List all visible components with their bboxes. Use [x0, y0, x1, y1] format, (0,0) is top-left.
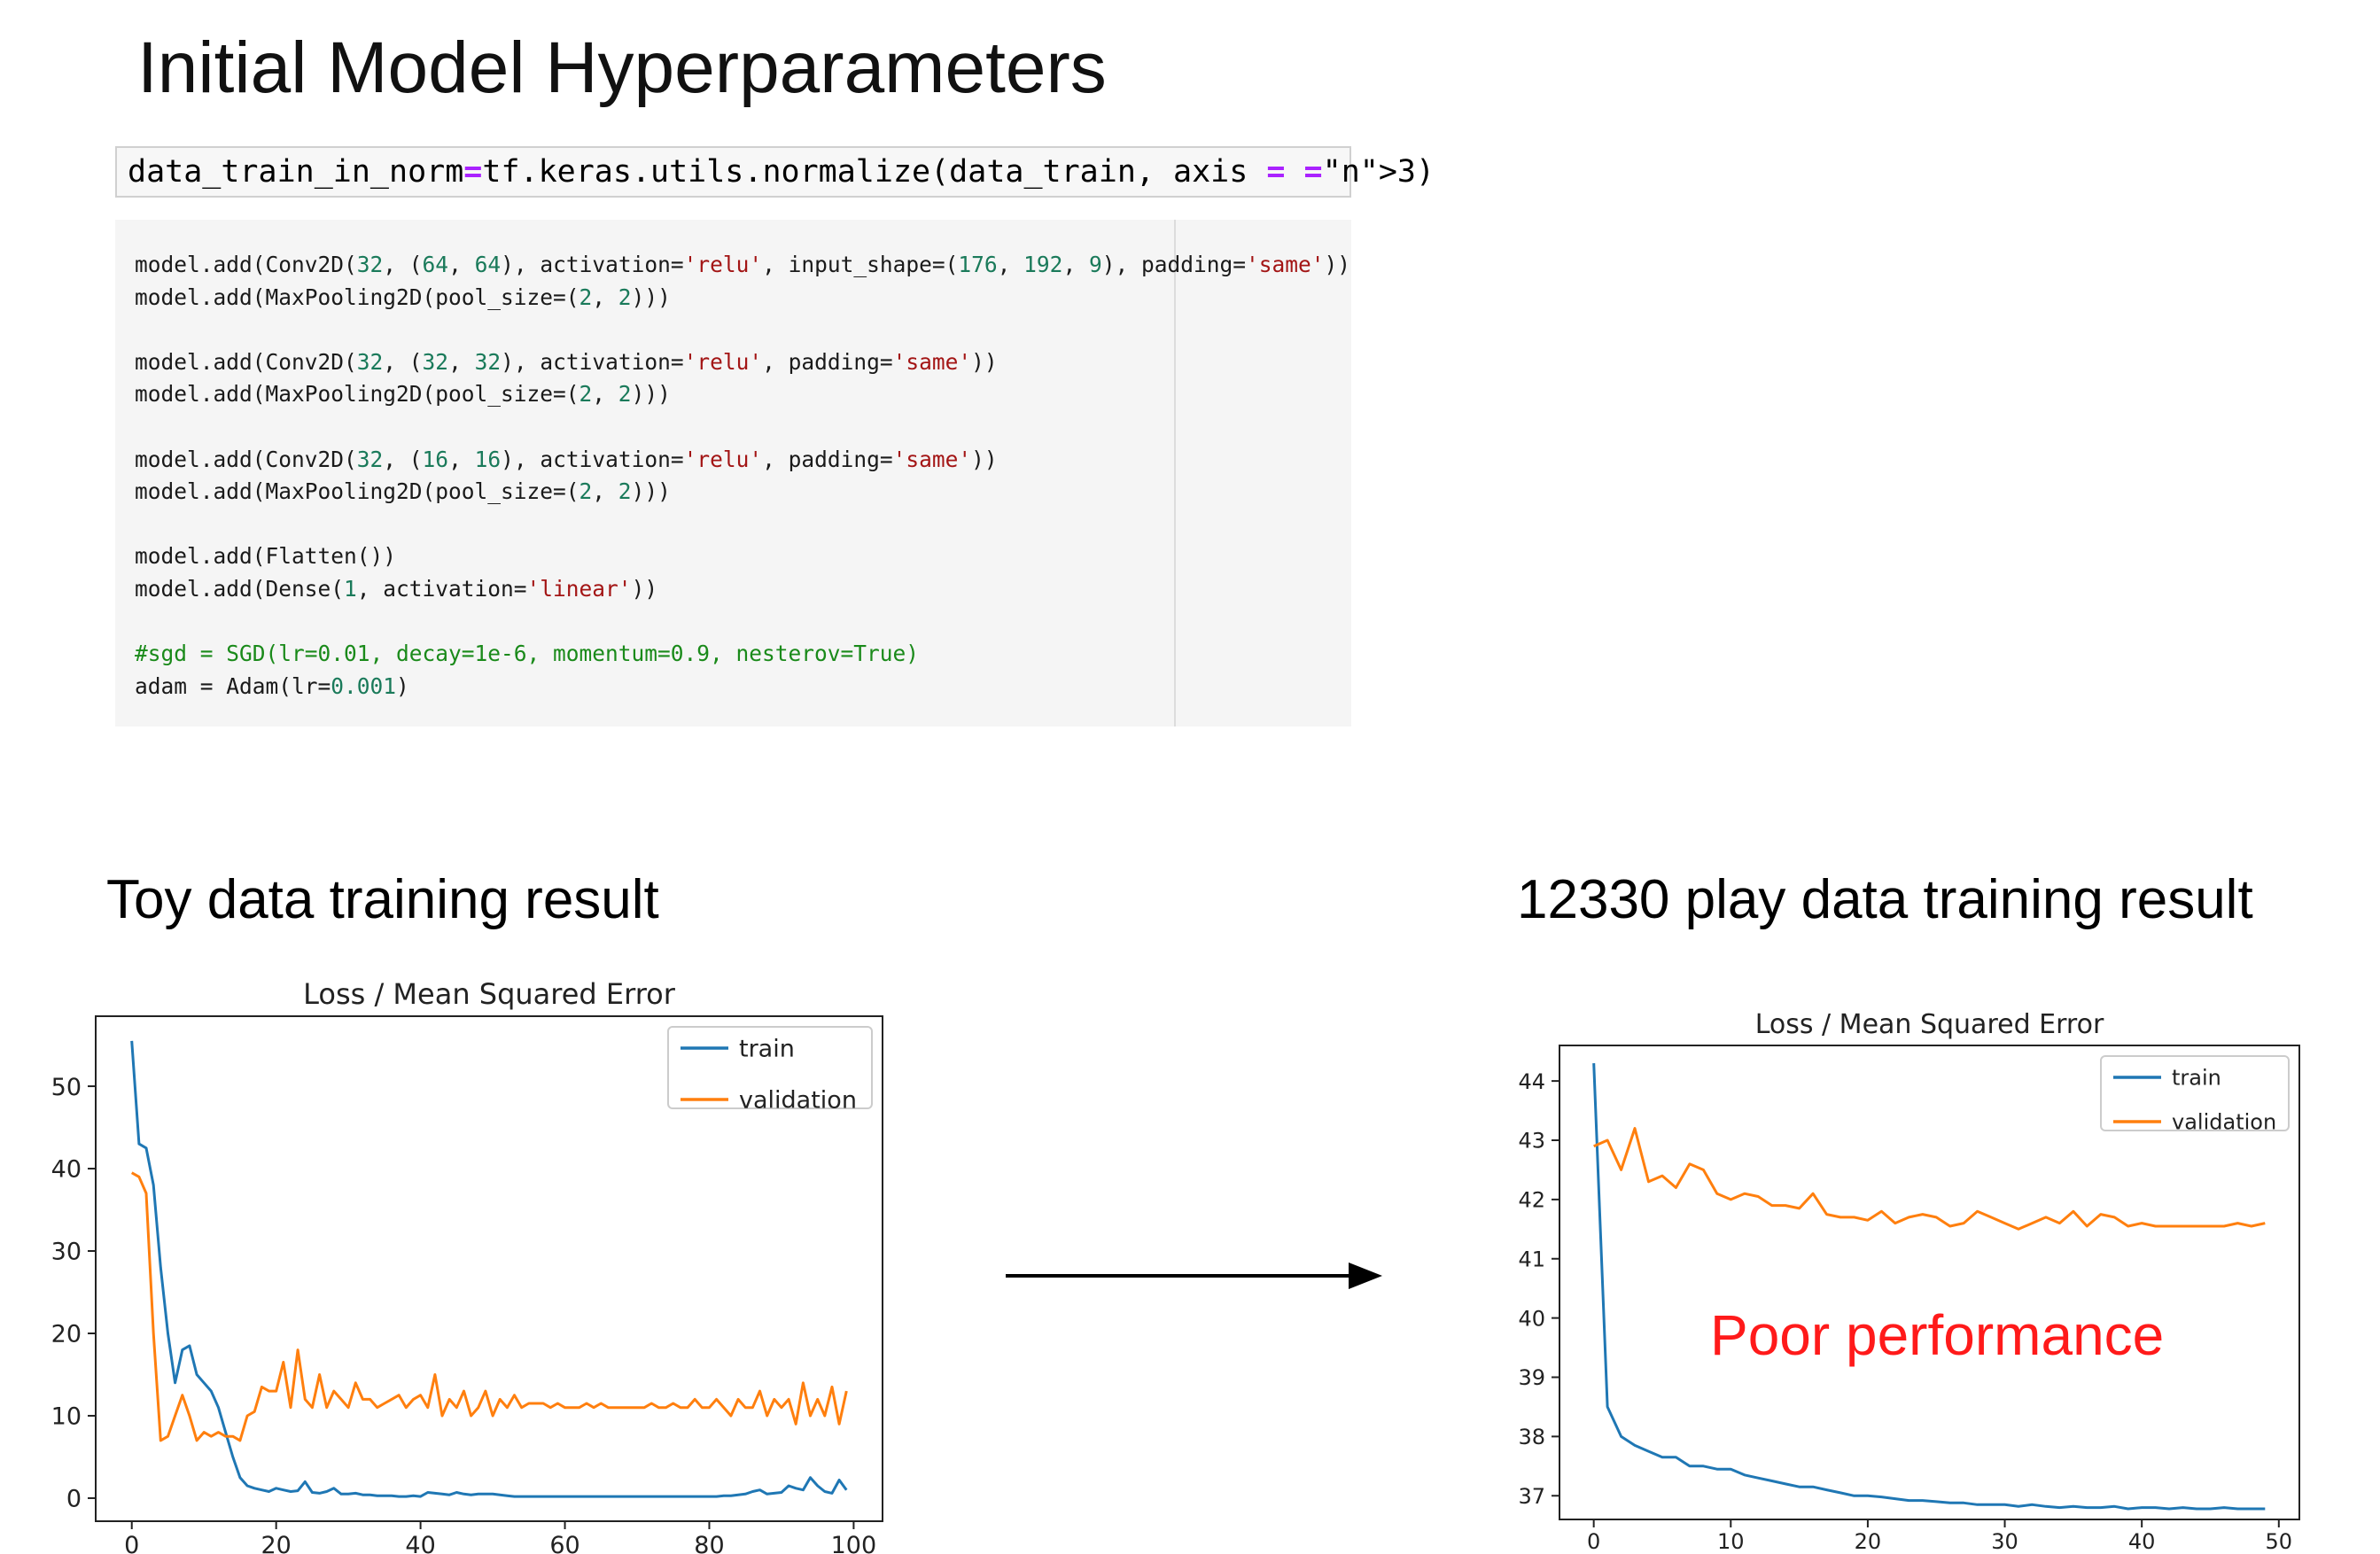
y-tick-label: 40	[51, 1156, 82, 1184]
play-data-title: 12330 play data training result	[1517, 869, 2253, 930]
code-line: model.add(Dense(1, activation='linear'))	[135, 575, 658, 602]
slide-title: Initial Model Hyperparameters	[137, 27, 1107, 108]
code-line: model.add(Conv2D(32, (64, 64), activatio…	[135, 252, 1351, 277]
x-tick-label: 0	[1587, 1529, 1600, 1554]
x-tick-label: 80	[694, 1532, 724, 1554]
x-tick-label: 20	[1855, 1529, 1882, 1554]
chart-legend: train validation	[667, 1026, 873, 1115]
x-tick-label: 40	[2128, 1529, 2156, 1554]
chart-title: Loss / Mean Squared Error	[1755, 1009, 2104, 1040]
y-tick-label: 37	[1518, 1484, 1545, 1509]
code-margin-rule	[1174, 220, 1176, 726]
code-line: model.add(MaxPooling2D(pool_size=(2, 2))…	[135, 381, 671, 408]
y-tick-label: 0	[66, 1486, 82, 1513]
y-tick-label: 30	[51, 1239, 82, 1266]
legend-label-validation: validation	[739, 1087, 857, 1115]
chart-legend: train validation	[2100, 1055, 2290, 1135]
plot-frame	[95, 1015, 883, 1522]
x-tick-label: 0	[124, 1532, 139, 1554]
x-tick-label: 50	[2266, 1529, 2293, 1554]
y-tick-label: 44	[1518, 1069, 1545, 1094]
series-line-train	[1592, 1063, 2266, 1511]
code-line: #sgd = SGD(lr=0.01, decay=1e-6, momentum…	[135, 641, 920, 667]
x-tick-label: 100	[831, 1532, 877, 1554]
legend-label-validation: validation	[2172, 1110, 2276, 1135]
series-line-train	[130, 1040, 848, 1498]
x-tick-label: 20	[261, 1532, 291, 1554]
legend-label-train: train	[2172, 1066, 2221, 1091]
code-output-cell: model.add(Conv2D(32, (64, 64), activatio…	[115, 220, 1351, 726]
series-line-validation	[130, 1171, 848, 1442]
plot-frame	[1559, 1045, 2300, 1520]
x-tick-label: 30	[1991, 1529, 2018, 1554]
transition-arrow	[1006, 1263, 1382, 1289]
code-input-line: data_train_in_norm=tf.keras.utils.normal…	[128, 154, 1435, 190]
chart-title: Loss / Mean Squared Error	[303, 977, 676, 1011]
chart-2: Loss / Mean Squared Error 0 10 20 30 40 50 37 38…	[1518, 1009, 2300, 1554]
legend-label-train: train	[739, 1036, 795, 1063]
y-tick-label: 20	[51, 1321, 82, 1348]
y-tick-label: 50	[51, 1074, 82, 1101]
code-line: model.add(MaxPooling2D(pool_size=(2, 2))…	[135, 284, 671, 310]
y-tick-label: 39	[1518, 1365, 1545, 1390]
toy-data-title: Toy data training result	[106, 869, 659, 930]
y-tick-label: 38	[1518, 1425, 1545, 1449]
code-line: model.add(Conv2D(32, (16, 16), activatio…	[135, 446, 998, 472]
code-input-cell: data_train_in_norm=tf.keras.utils.normal…	[115, 146, 1435, 198]
y-tick-label: 40	[1518, 1306, 1545, 1331]
x-tick-label: 10	[1717, 1529, 1745, 1554]
y-tick-label: 10	[51, 1403, 82, 1431]
x-tick-label: 40	[405, 1532, 435, 1554]
code-line: model.add(Conv2D(32, (32, 32), activatio…	[135, 348, 998, 375]
code-line: adam = Adam(lr=0.001)	[135, 672, 409, 699]
series-line-validation	[1593, 1127, 2266, 1231]
code-line: model.add(MaxPooling2D(pool_size=(2, 2))…	[135, 478, 671, 505]
y-tick-label: 41	[1518, 1247, 1545, 1271]
y-tick-label: 42	[1518, 1188, 1545, 1213]
poor-performance-label: Poor performance	[1710, 1303, 2165, 1367]
chart-1: Loss / Mean Squared Error 0 20 40 60 80 100 0 10…	[51, 977, 883, 1554]
y-tick-label: 43	[1518, 1129, 1545, 1154]
x-tick-label: 60	[549, 1532, 579, 1554]
code-output-lines: model.add(Conv2D(32, (64, 64), activatio…	[135, 249, 1350, 703]
code-line: model.add(Flatten())	[135, 543, 397, 570]
